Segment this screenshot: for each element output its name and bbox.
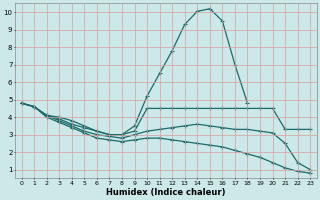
X-axis label: Humidex (Indice chaleur): Humidex (Indice chaleur)	[106, 188, 226, 197]
